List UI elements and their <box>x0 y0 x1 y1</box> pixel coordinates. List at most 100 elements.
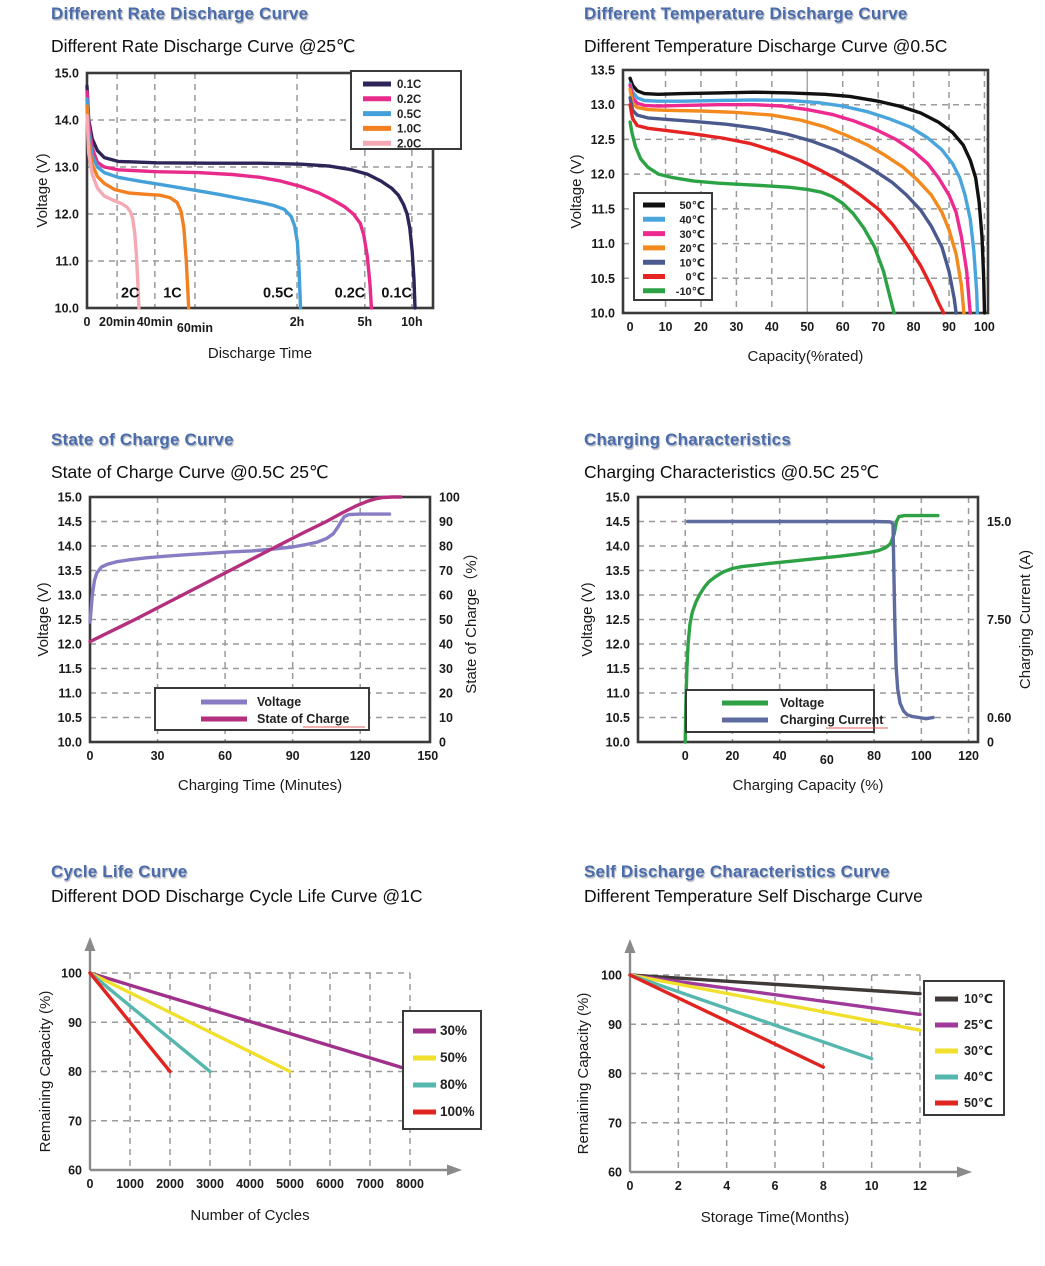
svg-text:90: 90 <box>68 1016 82 1030</box>
charging-characteristics-chart: 0 20 40 60 80 100 120 15.0 14.5 14.0 13.5 13.0 12.5 1… <box>579 491 1034 793</box>
svg-text:Remaining Capacity (%): Remaining Capacity (%) <box>37 991 54 1153</box>
svg-text:100: 100 <box>601 969 622 983</box>
svg-text:25℃: 25℃ <box>964 1018 993 1032</box>
svg-text:11.0: 11.0 <box>591 237 615 251</box>
svg-text:Voltage: Voltage <box>257 695 301 709</box>
svg-text:13.5: 13.5 <box>58 564 82 578</box>
svg-text:30: 30 <box>151 749 165 763</box>
svg-text:50: 50 <box>800 320 814 334</box>
svg-text:30: 30 <box>729 320 743 334</box>
svg-text:10℃: 10℃ <box>679 257 705 269</box>
section-header: Different Rate Discharge Curve <box>51 4 309 23</box>
svg-text:0℃: 0℃ <box>686 272 705 284</box>
svg-text:70: 70 <box>68 1114 82 1128</box>
svg-text:100: 100 <box>911 749 932 763</box>
svg-text:80: 80 <box>439 540 453 554</box>
svg-text:10: 10 <box>865 1179 879 1193</box>
svg-text:12.0: 12.0 <box>58 638 82 652</box>
svg-text:10.0: 10.0 <box>591 307 615 321</box>
svg-text:12.5: 12.5 <box>606 613 630 627</box>
svg-text:60min: 60min <box>177 321 213 335</box>
svg-text:11.0: 11.0 <box>55 255 79 269</box>
svg-text:40min: 40min <box>137 315 173 329</box>
svg-text:30℃: 30℃ <box>964 1044 993 1058</box>
svg-text:12.0: 12.0 <box>591 168 615 182</box>
svg-text:120: 120 <box>350 749 371 763</box>
svg-text:80: 80 <box>608 1067 622 1081</box>
svg-text:0.5C: 0.5C <box>397 109 421 121</box>
svg-text:11.5: 11.5 <box>58 662 82 676</box>
svg-text:4000: 4000 <box>236 1177 264 1191</box>
svg-text:2: 2 <box>675 1179 682 1193</box>
svg-text:5000: 5000 <box>276 1177 304 1191</box>
section-subtitle: Different Rate Discharge Curve @25℃ <box>51 36 356 56</box>
svg-text:10.0: 10.0 <box>606 736 630 750</box>
svg-text:14.0: 14.0 <box>55 114 79 128</box>
svg-text:Charging Current: Charging Current <box>780 713 884 727</box>
svg-text:15.0: 15.0 <box>58 491 82 505</box>
svg-text:60: 60 <box>608 1166 622 1180</box>
svg-text:0: 0 <box>627 1179 634 1193</box>
svg-text:0: 0 <box>87 1177 94 1191</box>
svg-text:14.0: 14.0 <box>58 540 82 554</box>
section-self-discharge: Self Discharge Characteristics Curve Dif… <box>568 862 1045 1235</box>
svg-text:100%: 100% <box>440 1104 475 1119</box>
svg-text:10℃: 10℃ <box>964 992 993 1006</box>
svg-text:60: 60 <box>820 753 834 767</box>
svg-text:120: 120 <box>958 749 979 763</box>
svg-text:60: 60 <box>836 320 850 334</box>
svg-text:1.0C: 1.0C <box>397 124 421 136</box>
self-discharge-chart: 0 2 4 6 8 10 12 100 90 80 70 60 Storage Time(Months)… <box>575 939 1005 1226</box>
svg-text:6000: 6000 <box>316 1177 344 1191</box>
svg-text:State of Charge: State of Charge <box>257 712 349 726</box>
svg-text:11.5: 11.5 <box>606 662 630 676</box>
svg-text:11.5: 11.5 <box>591 202 615 216</box>
svg-text:1C: 1C <box>163 286 182 302</box>
svg-text:40℃: 40℃ <box>964 1070 993 1084</box>
svg-text:80: 80 <box>68 1065 82 1079</box>
svg-text:12: 12 <box>913 1179 927 1193</box>
svg-text:15.0: 15.0 <box>55 67 79 81</box>
svg-text:4: 4 <box>723 1179 730 1193</box>
svg-text:30%: 30% <box>440 1023 467 1038</box>
svg-text:Charging Time (Minutes): Charging Time (Minutes) <box>178 777 342 793</box>
svg-text:6: 6 <box>772 1179 779 1193</box>
svg-text:1000: 1000 <box>116 1177 144 1191</box>
svg-text:Voltage (V): Voltage (V) <box>35 153 51 227</box>
svg-text:10: 10 <box>659 320 673 334</box>
svg-text:15.0: 15.0 <box>987 515 1011 529</box>
svg-text:13.5: 13.5 <box>606 564 630 578</box>
svg-text:8000: 8000 <box>396 1177 424 1191</box>
svg-text:State of Charge（%）: State of Charge（%） <box>463 545 480 693</box>
svg-text:70: 70 <box>871 320 885 334</box>
svg-text:2C: 2C <box>121 286 140 302</box>
svg-text:0: 0 <box>627 320 634 334</box>
state-of-charge-chart: 0 30 60 90 120 150 15.0 14.5 14.0 13.5 13.0 12.5 12.… <box>35 491 480 793</box>
svg-text:0.1C: 0.1C <box>381 286 412 302</box>
svg-text:30℃: 30℃ <box>679 229 705 241</box>
svg-text:50%: 50% <box>440 1050 467 1065</box>
svg-text:90: 90 <box>439 515 453 529</box>
cycle-life-chart: 0 1000 2000 3000 4000 5000 6000 7000 8000 100 90 80… <box>37 937 482 1224</box>
svg-text:30: 30 <box>439 662 453 676</box>
section-subtitle: State of Charge Curve @0.5C 25℃ <box>51 462 329 482</box>
svg-text:14.0: 14.0 <box>606 540 630 554</box>
svg-text:14.5: 14.5 <box>606 515 630 529</box>
svg-text:60: 60 <box>68 1164 82 1178</box>
svg-text:12.0: 12.0 <box>606 638 630 652</box>
section-cycle-life: Cycle Life Curve Different DOD Discharge… <box>35 862 520 1235</box>
svg-text:0.60: 0.60 <box>987 711 1011 725</box>
svg-text:2000: 2000 <box>156 1177 184 1191</box>
section-rate-discharge: Different Rate Discharge Curve Different… <box>35 4 520 370</box>
svg-text:12.5: 12.5 <box>58 613 82 627</box>
svg-text:40℃: 40℃ <box>679 215 705 227</box>
section-header: Self Discharge Characteristics Curve <box>584 862 890 881</box>
svg-text:2h: 2h <box>290 315 305 329</box>
svg-text:0: 0 <box>682 749 689 763</box>
svg-text:60: 60 <box>218 749 232 763</box>
svg-text:50℃: 50℃ <box>964 1096 993 1110</box>
svg-text:Voltage (V): Voltage (V) <box>579 582 596 656</box>
svg-text:20: 20 <box>725 749 739 763</box>
section-state-of-charge: State of Charge Curve State of Charge Cu… <box>35 430 520 793</box>
svg-text:-10℃: -10℃ <box>676 286 705 298</box>
